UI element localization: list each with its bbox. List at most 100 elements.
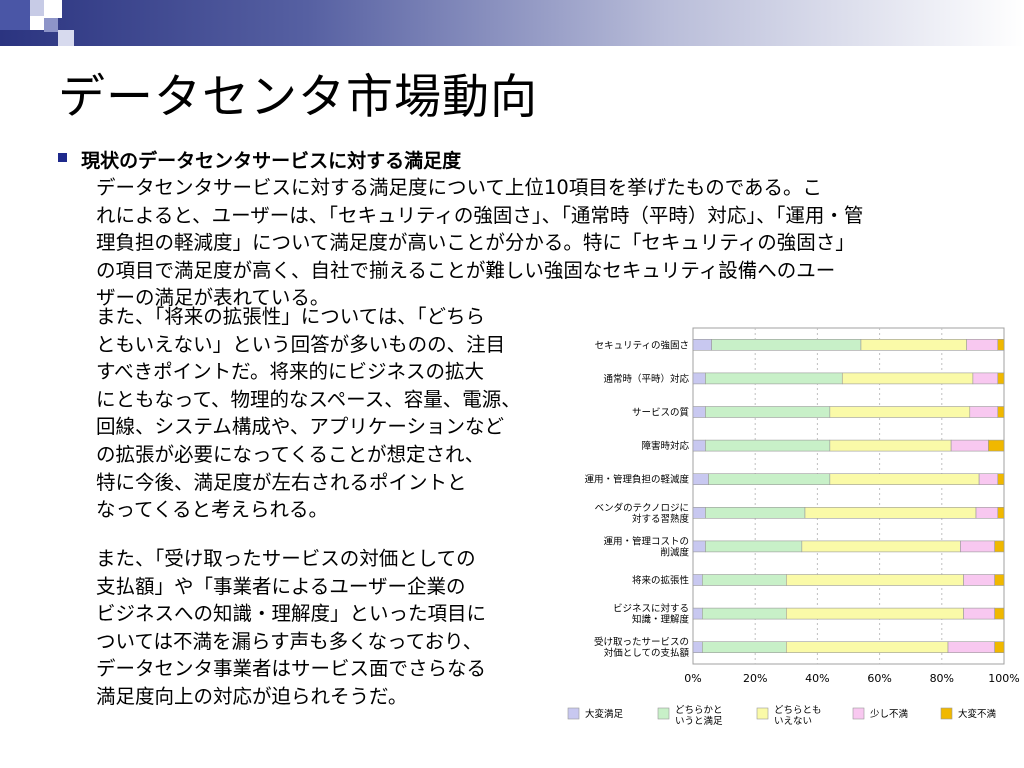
category-label: 運用・管理負担の軽減度	[584, 474, 689, 486]
paragraph-intro: データセンタサービスに対する満足度について上位10項目を挙げたものである。こ れ…	[96, 174, 863, 312]
logo-square	[44, 0, 62, 18]
text-line: にともなって、物理的なスペース、容量、電源、	[96, 387, 521, 411]
legend-swatch	[756, 707, 769, 720]
logo-square	[58, 30, 74, 46]
category-label: 将来の拡張性	[632, 575, 690, 587]
bar-segment	[829, 473, 980, 485]
legend-swatch	[567, 707, 580, 720]
bar-segment	[702, 641, 787, 654]
bar-segment	[997, 473, 1005, 485]
bar-segment	[702, 574, 787, 586]
bar-segment	[994, 607, 1005, 620]
bar-segment	[692, 339, 712, 351]
x-tick-label: 20%	[743, 672, 767, 685]
category-label: 受け取ったサービスの	[594, 636, 689, 648]
bar-segment	[963, 607, 995, 620]
bar-segment	[711, 339, 862, 351]
legend-swatch	[852, 707, 865, 720]
text-line: 満足度向上の対応が迫られそうだ。	[96, 684, 408, 708]
text-line: なってくると考えられる。	[96, 498, 329, 522]
bar-segment	[702, 607, 787, 620]
category-label: ビジネスに対する	[613, 603, 689, 615]
text-line: れによると、ユーザーは、「セキュリティの強固さ」、「通常時（平時）対応」、「運用…	[96, 203, 864, 227]
x-tick-label: 0%	[684, 672, 701, 685]
bar-segment	[708, 473, 831, 485]
bar-segment	[841, 372, 974, 385]
bar-segment	[692, 607, 703, 620]
legend-label: どちらかと	[675, 705, 723, 716]
text-line: また、「将来の拡張性」については、「どちら	[96, 305, 486, 328]
bar-segment	[692, 641, 703, 654]
bar-segment	[829, 439, 952, 452]
category-label: 削減度	[660, 546, 689, 558]
bar-segment	[692, 372, 706, 385]
bar-segment	[994, 574, 1005, 586]
text-line: 支払額」や「事業者によるユーザー企業の	[96, 574, 466, 598]
bar-segment	[997, 372, 1005, 385]
bar-segment	[860, 339, 967, 351]
bar-segment	[988, 439, 1005, 452]
legend-label: どちらとも	[774, 705, 822, 716]
category-label: セキュリティの強固さ	[595, 339, 689, 351]
text-line: データセンタサービスに対する満足度について上位10項目を挙げたものである。こ	[96, 176, 823, 199]
logo-square	[44, 18, 58, 32]
category-label: 障害時対応	[641, 440, 689, 452]
x-tick-label: 80%	[930, 672, 954, 685]
text-line: すべきポイントだ。将来的にビジネスの拡大	[96, 360, 485, 384]
bar-segment	[829, 406, 971, 418]
text-line: 理負担の軽減度」について満足度が高いことが分かる。特に「セキュリティの強固さ」	[96, 231, 855, 255]
category-label: 対する習熟度	[632, 513, 690, 525]
logo-square	[30, 16, 44, 30]
legend-swatch	[657, 707, 670, 720]
legend-label: 大変満足	[585, 708, 624, 720]
text-line: ザーの満足が表れている。	[96, 286, 330, 310]
bar-segment	[786, 607, 964, 620]
x-tick-label: 100%	[988, 672, 1019, 685]
square-bullet-icon	[58, 153, 67, 162]
bar-segment	[786, 574, 964, 586]
legend-label: 少し不満	[870, 709, 909, 720]
bar-segment	[997, 339, 1005, 351]
bar-segment	[994, 540, 1005, 553]
logo-square	[30, 0, 44, 16]
bar-segment	[705, 507, 806, 519]
paragraph-scalability: また、「将来の拡張性」については、「どちら ともいえない」という回答が多いものの…	[96, 303, 521, 524]
bullet-item: 現状のデータセンタサービスに対する満足度	[58, 146, 462, 172]
x-tick-label: 40%	[805, 672, 829, 685]
satisfaction-stacked-bar-chart: 0% 20% 40% 60% 80% 100% セキュリティの強固さ通常時（平時）対応サービ…	[567, 327, 1020, 727]
paragraph-pricing: また、「受け取ったサービスの対価としての 支払額」や「事業者によるユーザー企業の…	[96, 545, 486, 711]
slide-title: データセンタ市場動向	[58, 70, 538, 125]
legend-label: いえない	[774, 716, 812, 727]
bar-segment	[705, 540, 803, 553]
bar-segment	[692, 473, 709, 485]
category-label: 通常時（平時）対応	[603, 373, 689, 385]
bar-segment	[972, 372, 999, 385]
bar-segment	[692, 439, 706, 452]
bar-segment	[960, 540, 995, 553]
text-line: の拡張が必要になってくることが想定され、	[96, 442, 485, 466]
bar-segment	[997, 406, 1005, 418]
category-label: 対価としての支払額	[604, 647, 690, 659]
bar-segment	[975, 507, 999, 519]
x-tick-label: 60%	[867, 672, 891, 685]
bullet-heading: 現状のデータセンタサービスに対する満足度	[81, 150, 462, 172]
bar-segment	[692, 574, 703, 586]
legend-swatch	[940, 707, 953, 720]
bar-segment	[786, 641, 949, 654]
category-label: ベンダのテクノロジに	[595, 502, 689, 514]
text-line: 回線、システム構成や、アプリケーションなど	[96, 415, 504, 439]
category-label: サービスの質	[632, 407, 689, 419]
bar-segment	[963, 574, 995, 586]
bar-segment	[978, 473, 999, 485]
bar-segment	[705, 439, 831, 452]
bar-segment	[997, 507, 1005, 519]
bar-segment	[947, 641, 995, 654]
legend-label: いうと満足	[675, 716, 723, 727]
text-line: データセンタ事業者はサービス面でさらなる	[96, 657, 487, 681]
text-line: また、「受け取ったサービスの対価としての	[96, 547, 476, 570]
category-label: 知識・理解度	[632, 614, 690, 626]
legend-label: 大変不満	[958, 708, 997, 720]
text-line: 特に今後、満足度が左右されるポイントと	[96, 470, 467, 494]
logo-square	[0, 0, 30, 30]
bar-segment	[692, 406, 706, 418]
